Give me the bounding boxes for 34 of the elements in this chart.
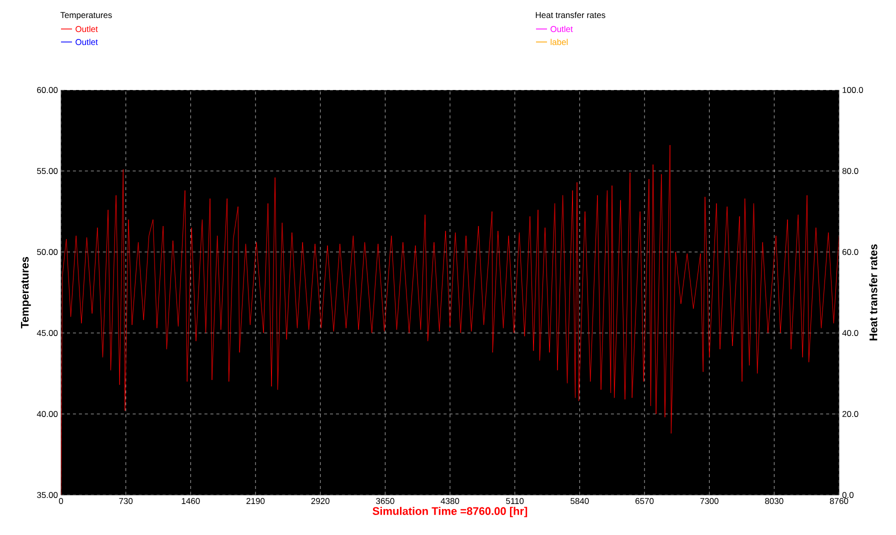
x-tick-label: 8760 [830,498,848,504]
x-tick-label: 5110 [506,498,524,504]
y-tick-label: 40.00 [36,410,58,417]
y2-axis-title: Heat transfer rates [869,244,878,340]
x-tick-label: 8030 [765,498,784,504]
y-tick-label: 35.00 [37,492,58,498]
x-tick-label: 6570 [636,498,654,504]
y2-tick-label: 0.0 [842,492,854,498]
x-tick-label: 7300 [700,498,718,504]
x-tick-label: 3650 [376,498,394,504]
legend-label: Outlet [76,26,98,32]
y2-tick-label: 60.0 [842,248,858,255]
x-tick-label: 5840 [570,498,589,504]
x-tick-label: 730 [119,498,133,504]
x-tick-label: 1460 [182,498,200,504]
x-tick-label: 0 [58,498,64,504]
legend-label: label [550,38,568,46]
y2-tick-label: 20.0 [842,410,858,417]
x-tick-label: 4380 [440,498,460,504]
text: Temperatures [60,12,112,20]
y2-tick-label: 80.0 [842,168,858,174]
y-tick-label: 55.00 [37,168,58,174]
y-tick-label: 50.00 [37,248,58,255]
legend-label: Outlet [550,26,573,32]
text: Heat transfer rates [536,12,606,18]
y-tick-label: 60.00 [37,86,58,93]
y-tick-label: 45.00 [36,330,58,336]
x-axis-title: Simulation Time =8760.00 [hr] [372,506,528,518]
y2-tick-label: 40.0 [842,330,858,336]
y2-tick-label: 100.0 [842,86,863,93]
legend-label: Outlet [76,38,98,46]
x-tick-label: 2190 [246,498,265,504]
y-axis-title: Temperatures [20,256,31,328]
x-tick-label: 2920 [311,498,330,504]
